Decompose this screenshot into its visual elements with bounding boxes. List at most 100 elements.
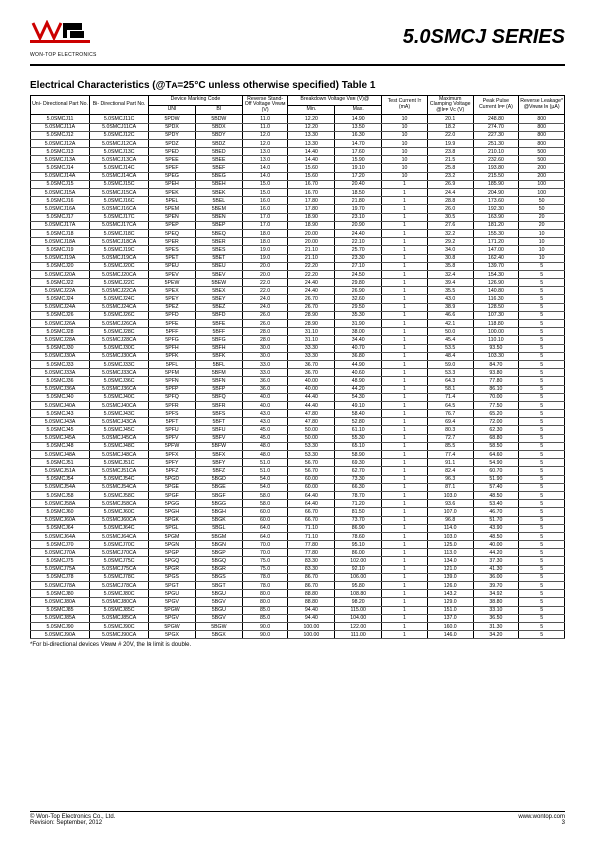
table-cell: 86.00 [335,549,382,557]
table-cell: 40.00 [288,377,335,385]
table-cell: 5PES [149,246,196,254]
table-cell: 5.0SMCJ33C [90,360,149,368]
table-cell: 85.5 [427,442,473,450]
table-cell: 21.10 [288,254,335,262]
table-cell: 51.0 [242,467,288,475]
table-cell: 5.0SMCJ85CA [90,614,149,622]
table-cell: 21.5 [427,156,473,164]
table-cell: 5 [519,303,565,311]
table-cell: 56.70 [288,459,335,467]
table-cell: 75.0 [242,557,288,565]
table-cell: 5.0SMCJ30 [31,344,90,352]
table-cell: 5 [519,442,565,450]
table-cell: 15.60 [288,164,335,172]
table-cell: 78.70 [335,491,382,499]
table-cell: 5.0SMCJ14CA [90,172,149,180]
table-cell: 5BDW [195,115,242,123]
table-cell: 18.50 [335,189,382,197]
table-cell: 5 [519,344,565,352]
company-name: WON-TOP ELECTRONICS [30,52,97,58]
table-cell: 64.5 [427,401,473,409]
table-cell: 5.0SMCJ60 [31,508,90,516]
table-cell: 60.70 [473,467,519,475]
table-cell: 40.0 [242,393,288,401]
table-cell: 18.0 [242,229,288,237]
table-cell: 5BET [195,254,242,262]
table-cell: 1 [382,320,428,328]
table-cell: 163.90 [473,213,519,221]
table-cell: 5PFL [149,360,196,368]
table-cell: 94.40 [288,614,335,622]
table-cell: 76.7 [427,410,473,418]
table-cell: 72.00 [473,418,519,426]
table-cell: 34.92 [473,590,519,598]
table-cell: 5BEF [195,164,242,172]
table-cell: 5BDZ [195,139,242,147]
col-it: Test Current Iᴛ (mA) [382,96,428,115]
table-cell: 1 [382,385,428,393]
table-cell: 5.0SMCJ60A [31,516,90,524]
table-cell: 50 [519,197,565,205]
table-cell: 48.0 [242,442,288,450]
table-cell: 5.0SMCJ43C [90,410,149,418]
table-cell: 5BFX [195,451,242,459]
table-cell: 5PEH [149,180,196,188]
table-cell: 5 [519,279,565,287]
table-cell: 5BEW [195,279,242,287]
table-cell: 5.0SMCJ19CA [90,254,149,262]
table-cell: 94.40 [288,606,335,614]
table-cell: 200 [519,164,565,172]
table-cell: 5.0SMCJ18A [31,238,90,246]
table-cell: 140.80 [473,287,519,295]
table-cell: 59.0 [427,360,473,368]
table-cell: 22.0 [427,131,473,139]
table-cell: 5.0SMCJ48A [31,451,90,459]
table-cell: 10 [382,156,428,164]
table-cell: 5.0SMCJ19A [31,254,90,262]
table-row: 5.0SMCJ75A5.0SMCJ75CA5PGR5BGR75.083.3092… [31,565,565,573]
table-cell: 5.0SMCJ48 [31,442,90,450]
table-cell: 5BFE [195,320,242,328]
table-cell: 17.0 [242,221,288,229]
table-cell: 181.20 [473,221,519,229]
table-cell: 5PEQ [149,229,196,237]
table-cell: 43.0 [427,295,473,303]
table-cell: 27.10 [335,262,382,270]
table-cell: 5.0SMCJ16C [90,197,149,205]
table-cell: 5.0SMCJ20CA [90,270,149,278]
table-cell: 5 [519,614,565,622]
table-cell: 46.6 [427,311,473,319]
table-cell: 69.4 [427,418,473,426]
table-cell: 38.9 [427,303,473,311]
table-cell: 5.0SMCJ80A [31,598,90,606]
table-cell: 78.0 [242,582,288,590]
table-cell: 1 [382,426,428,434]
table-cell: 15.0 [242,189,288,197]
table-cell: 53.5 [427,344,473,352]
table-cell: 5.0SMCJ15CA [90,189,149,197]
table-cell: 5BGM [195,532,242,540]
table-cell: 20.00 [288,229,335,237]
table-cell: 5PFY [149,459,196,467]
table-cell: 5.0SMCJ22CA [90,287,149,295]
table-cell: 64.40 [288,491,335,499]
table-cell: 5PGD [149,475,196,483]
table-cell: 44.90 [335,360,382,368]
table-cell: 5PEE [149,156,196,164]
table-cell: 5 [519,385,565,393]
table-cell: 12.0 [242,131,288,139]
table-cell: 45.0 [242,426,288,434]
table-row: 5.0SMCJ155.0SMCJ15C5PEH5BEH15.016.7020.4… [31,180,565,188]
table-cell: 5 [519,532,565,540]
table-cell: 5.0SMCJ15C [90,180,149,188]
table-row: 5.0SMCJ645.0SMCJ64C5PGL5BGL64.071.1086.9… [31,524,565,532]
table-cell: 32.4 [427,270,473,278]
table-cell: 20.0 [242,270,288,278]
table-cell: 5BDX [195,123,242,131]
table-cell: 68.80 [473,434,519,442]
table-cell: 30.8 [427,254,473,262]
table-cell: 10 [519,238,565,246]
table-cell: 5 [519,565,565,573]
table-cell: 5PGQ [149,557,196,565]
table-cell: 215.50 [473,172,519,180]
